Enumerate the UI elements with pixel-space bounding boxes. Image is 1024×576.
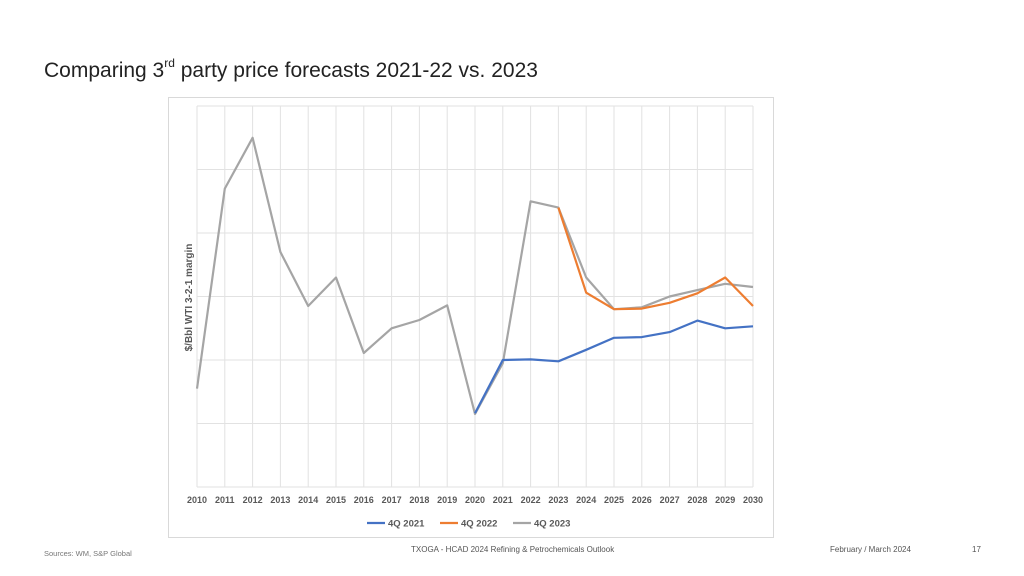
x-tick-label: 2016 <box>354 495 374 505</box>
x-tick-label: 2018 <box>409 495 429 505</box>
title-part-2: party price forecasts 2021-22 vs. 2023 <box>174 59 538 82</box>
x-tick-label: 2026 <box>632 495 652 505</box>
legend-label: 4Q 2021 <box>388 519 425 530</box>
x-tick-label: 2012 <box>243 495 263 505</box>
sources-note: Sources: WM, S&P Global <box>44 549 132 558</box>
x-tick-label: 2020 <box>465 495 485 505</box>
x-tick-label: 2017 <box>382 495 402 505</box>
series-line-4q-2021 <box>474 319 754 414</box>
footer-presentation-title: TXOGA - HCAD 2024 Refining & Petrochemic… <box>411 545 615 554</box>
x-tick-label: 2022 <box>521 495 541 505</box>
x-tick-label: 2021 <box>493 495 513 505</box>
y-axis-label: $/Bbl WTI 3-2-1 margin <box>184 244 195 352</box>
x-tick-label: 2028 <box>687 495 707 505</box>
series-line-4q-2022 <box>557 207 754 311</box>
x-tick-label: 2019 <box>437 495 457 505</box>
line-chart: 2010 2011 2012 2013 2014 2015 2016 2017 2018 2019… <box>184 105 763 530</box>
title-part-1: Comparing 3 <box>44 59 165 82</box>
x-tick-label: 2013 <box>270 495 290 505</box>
chart-frame: 2010 2011 2012 2013 2014 2015 2016 2017 2018 2019… <box>168 97 774 538</box>
title-superscript: rd <box>164 56 175 70</box>
legend-label: 4Q 2023 <box>534 519 570 530</box>
x-tick-label: 2027 <box>660 495 680 505</box>
x-tick-label: 2024 <box>576 495 596 505</box>
legend-label: 4Q 2022 <box>461 519 497 530</box>
x-tick-label: 2025 <box>604 495 624 505</box>
slide-title: Comparing 3rd party price forecasts 2021… <box>44 56 538 83</box>
x-tick-label: 2030 <box>743 495 763 505</box>
x-tick-label: 2010 <box>187 495 207 505</box>
x-tick-label: 2014 <box>298 495 318 505</box>
x-tick-label: 2029 <box>715 495 735 505</box>
x-tick-label: 2015 <box>326 495 346 505</box>
series-line-4q-2023 <box>195 136 754 416</box>
footer-date: February / March 2024 <box>830 545 911 554</box>
x-tick-label: 2011 <box>215 495 235 505</box>
x-tick-label: 2023 <box>548 495 568 505</box>
page-number: 17 <box>972 545 981 554</box>
